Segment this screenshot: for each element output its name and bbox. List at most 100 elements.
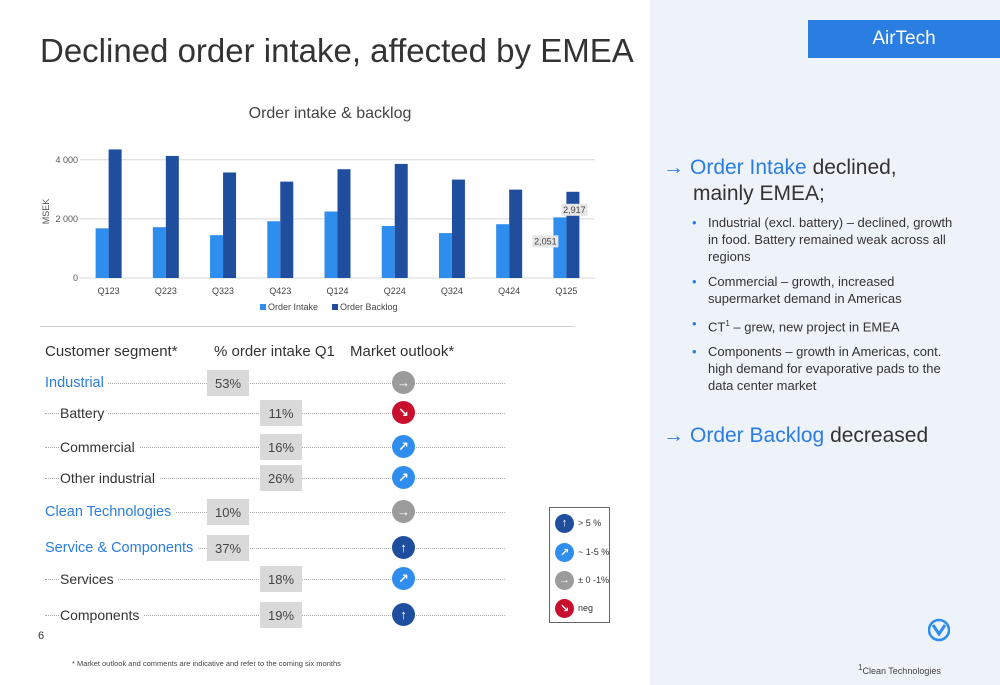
bar-order-backlog xyxy=(451,179,465,278)
col-header-outlook: Market outlook* xyxy=(350,343,455,360)
table-row: Clean Technologies 10% → xyxy=(0,497,520,527)
section-divider xyxy=(40,326,575,327)
segment-label: Other industrial xyxy=(60,470,159,486)
chart-title: Order intake & backlog xyxy=(248,105,412,122)
page-title: Declined order intake, affected by EMEA xyxy=(40,32,634,69)
x-tick-label: Q224 xyxy=(384,286,406,296)
bar-order-backlog xyxy=(394,163,408,278)
x-tick-label: Q323 xyxy=(212,286,234,296)
arrow-right-icon: → xyxy=(392,500,415,523)
segment-label: Components xyxy=(60,607,144,623)
bar-order-backlog xyxy=(108,149,122,278)
bullet-industrial: Industrial (excl. battery) – declined, g… xyxy=(692,214,962,265)
intake-heading-line2: mainly EMEA; xyxy=(693,182,825,205)
pct-value: 18% xyxy=(260,566,302,592)
bar-order-backlog xyxy=(280,181,294,278)
bar-order-backlog xyxy=(165,155,179,278)
arrow-up-right-icon: ↗ xyxy=(555,542,574,562)
legend-text: ~ 1-5 % xyxy=(578,547,610,557)
y-tick-label: 0 xyxy=(73,273,78,283)
bar-order-intake xyxy=(438,233,452,278)
arrow-up-right-icon: ↗ xyxy=(392,435,415,458)
data-label: 2,051 xyxy=(534,236,557,246)
legend-label: Order Backlog xyxy=(340,302,398,312)
x-tick-label: Q123 xyxy=(98,286,120,296)
segment-label: Commercial xyxy=(60,439,139,455)
arrow-right-icon: → xyxy=(663,156,684,179)
segment-label: Battery xyxy=(60,405,109,421)
right-footnote-sup: 1 xyxy=(858,663,863,672)
segment-label: Clean Technologies xyxy=(45,504,176,520)
table-row: Commercial 16% ↗ xyxy=(0,432,520,462)
data-label: 2,917 xyxy=(563,205,586,215)
pct-value: 53% xyxy=(207,370,249,396)
outlook-legend: ↑ > 5 % ↗ ~ 1-5 % → ± 0 -1% ↘ neg xyxy=(549,507,610,623)
backlog-heading: → Order Backlog decreased xyxy=(663,423,928,449)
bullet-ct-post: – grew, new project in EMEA xyxy=(729,319,900,335)
order-chart: 0 2 000 4 000 MSEK Q123 Q223 Q323 Q423 Q124 Q224 Q… xyxy=(41,149,595,312)
bar-order-backlog xyxy=(337,169,351,278)
legend-swatch xyxy=(260,304,266,310)
legend-item: ↑ > 5 % xyxy=(555,513,601,533)
intake-heading-highlight: Order Intake xyxy=(690,156,807,179)
table-row: Other industrial 26% ↗ xyxy=(0,463,520,493)
bar-order-intake xyxy=(381,225,395,278)
table-row: Battery 11% ↘ xyxy=(0,398,520,428)
y-tick-label: 2 000 xyxy=(55,214,78,224)
table-row: Services 18% ↗ xyxy=(0,564,520,594)
pct-value: 10% xyxy=(207,499,249,525)
page-number: 6 xyxy=(38,630,45,642)
y-tick-label: 4 000 xyxy=(55,155,78,165)
data-label-bg xyxy=(532,235,559,248)
right-footnote-text: Clean Technologies xyxy=(862,666,941,676)
legend-item: ↗ ~ 1-5 % xyxy=(555,542,609,562)
legend-item: ↘ neg xyxy=(555,598,593,618)
x-tick-label: Q125 xyxy=(555,286,577,296)
x-tick-label: Q124 xyxy=(326,286,348,296)
arrow-right-icon: → xyxy=(663,424,684,447)
table-row: Industrial 53% → xyxy=(0,368,520,398)
bar-order-intake xyxy=(152,227,166,278)
legend-swatch xyxy=(332,304,338,310)
right-footnote: 1Clean Technologies xyxy=(858,663,941,676)
bar-order-intake xyxy=(95,228,109,278)
bar-order-backlog xyxy=(509,189,523,278)
x-tick-label: Q423 xyxy=(269,286,291,296)
footnote: * Market outlook and comments are indica… xyxy=(72,659,341,668)
x-tick-label: Q223 xyxy=(155,286,177,296)
arrow-up-icon: ↑ xyxy=(392,536,415,559)
intake-heading: → Order Intake declined, mainly EMEA; xyxy=(663,155,897,207)
segment-label: Industrial xyxy=(45,375,108,391)
bullet-ct-pre: CT xyxy=(708,319,726,335)
intake-bullets: Industrial (excl. battery) – declined, g… xyxy=(692,214,962,402)
leader-dots xyxy=(45,512,505,513)
bar-order-intake xyxy=(267,221,281,278)
data-label-bg xyxy=(561,203,588,216)
backlog-heading-highlight: Order Backlog xyxy=(690,424,825,447)
bar-order-intake xyxy=(553,217,567,278)
arrow-up-right-icon: ↗ xyxy=(392,567,415,590)
arrow-down-right-icon: ↘ xyxy=(555,598,574,618)
segment-label: Service & Components xyxy=(45,540,198,556)
bullet-commercial: Commercial – growth, increased supermark… xyxy=(692,273,962,307)
bar-order-intake xyxy=(210,235,224,278)
intake-heading-rest: declined, xyxy=(806,156,897,179)
legend-item: → ± 0 -1% xyxy=(555,570,609,590)
bullet-ct-sup: 1 xyxy=(725,319,730,328)
arrow-up-icon: ↑ xyxy=(555,513,574,533)
arrow-right-icon: → xyxy=(392,371,415,394)
pct-value: 37% xyxy=(207,535,249,561)
bullet-ct: CT1 – grew, new project in EMEA xyxy=(692,315,962,335)
company-logo xyxy=(928,618,950,642)
pct-value: 26% xyxy=(260,465,302,491)
table-row: Service & Components 37% ↑ xyxy=(0,533,520,563)
bar-order-intake xyxy=(496,224,510,278)
col-header-pct: % order intake Q1 xyxy=(214,343,335,360)
arrow-right-icon: → xyxy=(555,570,574,590)
leader-dots xyxy=(45,383,505,384)
legend-label: Order Intake xyxy=(268,302,318,312)
pct-value: 19% xyxy=(260,602,302,628)
legend-text: > 5 % xyxy=(578,518,602,528)
table-row: Components 19% ↑ xyxy=(0,600,520,630)
col-header-segment: Customer segment* xyxy=(45,343,178,360)
